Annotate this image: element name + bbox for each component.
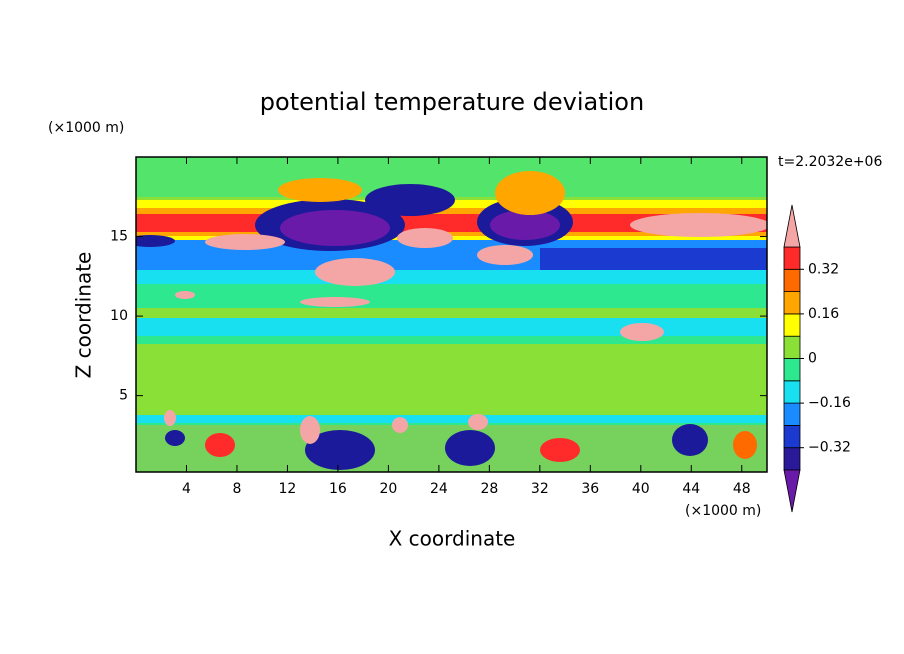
colorbar-bin <box>783 380 801 404</box>
colorbar-bin <box>783 291 801 315</box>
colorbar-tick-label: −0.32 <box>808 440 851 456</box>
x-tick-label: 28 <box>480 481 498 497</box>
y-tick-label: 15 <box>110 229 128 245</box>
x-tick-label: 24 <box>430 481 448 497</box>
x-tick-label: 40 <box>632 481 650 497</box>
y-tick-label: 10 <box>110 308 128 324</box>
x-unit: (×1000 m) <box>685 503 761 519</box>
x-tick-label: 4 <box>182 481 191 497</box>
colorbar-tick-label: −0.16 <box>808 395 851 411</box>
x-tick-label: 32 <box>531 481 549 497</box>
plot-frame <box>135 156 768 473</box>
x-axis-title: X coordinate <box>389 527 516 551</box>
x-tick-label: 16 <box>329 481 347 497</box>
x-tick-label: 8 <box>232 481 241 497</box>
y-tick-label: 5 <box>119 388 128 404</box>
x-tick-label: 20 <box>379 481 397 497</box>
colorbar-extension-high <box>783 204 801 248</box>
contour-field <box>136 157 767 472</box>
colorbar-bin <box>783 424 801 449</box>
colorbar-bin <box>783 402 801 426</box>
colorbar-bin <box>783 358 801 382</box>
y-unit: (×1000 m) <box>48 120 124 136</box>
colorbar-bin <box>783 246 801 270</box>
x-tick-label: 44 <box>682 481 700 497</box>
colorbar-bin <box>783 268 801 292</box>
colorbar-tick-label: 0.32 <box>808 261 839 277</box>
chart-title: potential temperature deviation <box>260 88 644 116</box>
colorbar-tick-label: 0.16 <box>808 306 839 322</box>
colorbar-tick-label: 0 <box>808 351 817 367</box>
colorbar-bin <box>783 335 801 359</box>
x-tick-label: 48 <box>733 481 751 497</box>
colorbar-bin <box>783 447 801 471</box>
colorbar-bin <box>783 313 801 337</box>
x-tick-label: 12 <box>279 481 297 497</box>
y-axis-title: Z coordinate <box>72 252 96 379</box>
colorbar-extension-low <box>783 469 801 513</box>
time-annotation: t=2.2032e+06 <box>778 154 882 170</box>
x-tick-label: 36 <box>581 481 599 497</box>
